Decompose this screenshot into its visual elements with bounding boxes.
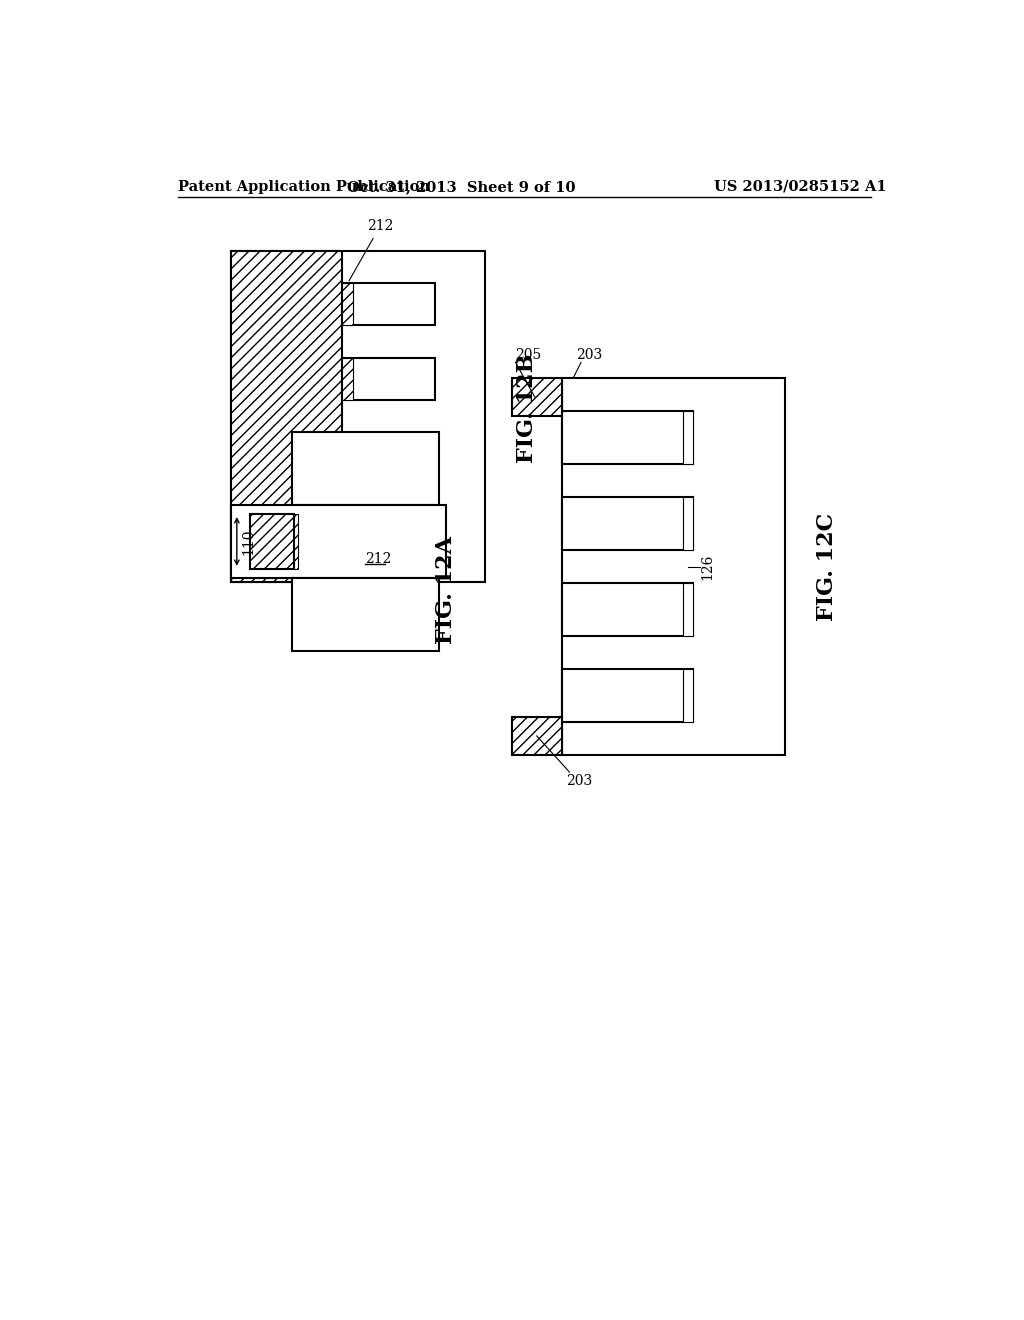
Bar: [342, 507, 353, 549]
Bar: [342, 507, 435, 549]
Bar: [562, 378, 785, 755]
Bar: [683, 412, 692, 463]
Bar: [562, 583, 692, 636]
Bar: [562, 669, 692, 722]
Text: Patent Application Publication: Patent Application Publication: [178, 180, 430, 194]
Bar: [342, 358, 435, 400]
Bar: [512, 717, 562, 755]
Bar: [230, 251, 342, 582]
Bar: [683, 583, 692, 636]
Bar: [683, 669, 692, 722]
Bar: [230, 506, 446, 578]
Bar: [342, 284, 353, 326]
Bar: [562, 498, 692, 549]
Text: FIG. 12A: FIG. 12A: [435, 536, 458, 644]
Text: 205: 205: [515, 348, 542, 363]
Bar: [562, 412, 692, 463]
Bar: [292, 578, 438, 651]
Bar: [292, 432, 438, 506]
Text: US 2013/0285152 A1: US 2013/0285152 A1: [714, 180, 887, 194]
Text: 203: 203: [575, 348, 602, 363]
Bar: [294, 515, 298, 569]
Bar: [342, 284, 435, 326]
Bar: [683, 498, 692, 549]
Bar: [342, 358, 353, 400]
Bar: [230, 251, 484, 582]
Text: 126: 126: [700, 553, 715, 579]
Bar: [342, 433, 435, 475]
Text: 212: 212: [349, 219, 393, 281]
Bar: [342, 433, 353, 475]
Text: 110: 110: [242, 528, 255, 554]
Bar: [250, 515, 294, 569]
Text: Oct. 31, 2013  Sheet 9 of 10: Oct. 31, 2013 Sheet 9 of 10: [347, 180, 575, 194]
Text: FIG. 12C: FIG. 12C: [816, 512, 839, 620]
Bar: [512, 378, 562, 416]
Text: 212: 212: [366, 552, 392, 566]
Text: FIG. 12B: FIG. 12B: [516, 354, 538, 463]
Text: 203: 203: [565, 775, 592, 788]
